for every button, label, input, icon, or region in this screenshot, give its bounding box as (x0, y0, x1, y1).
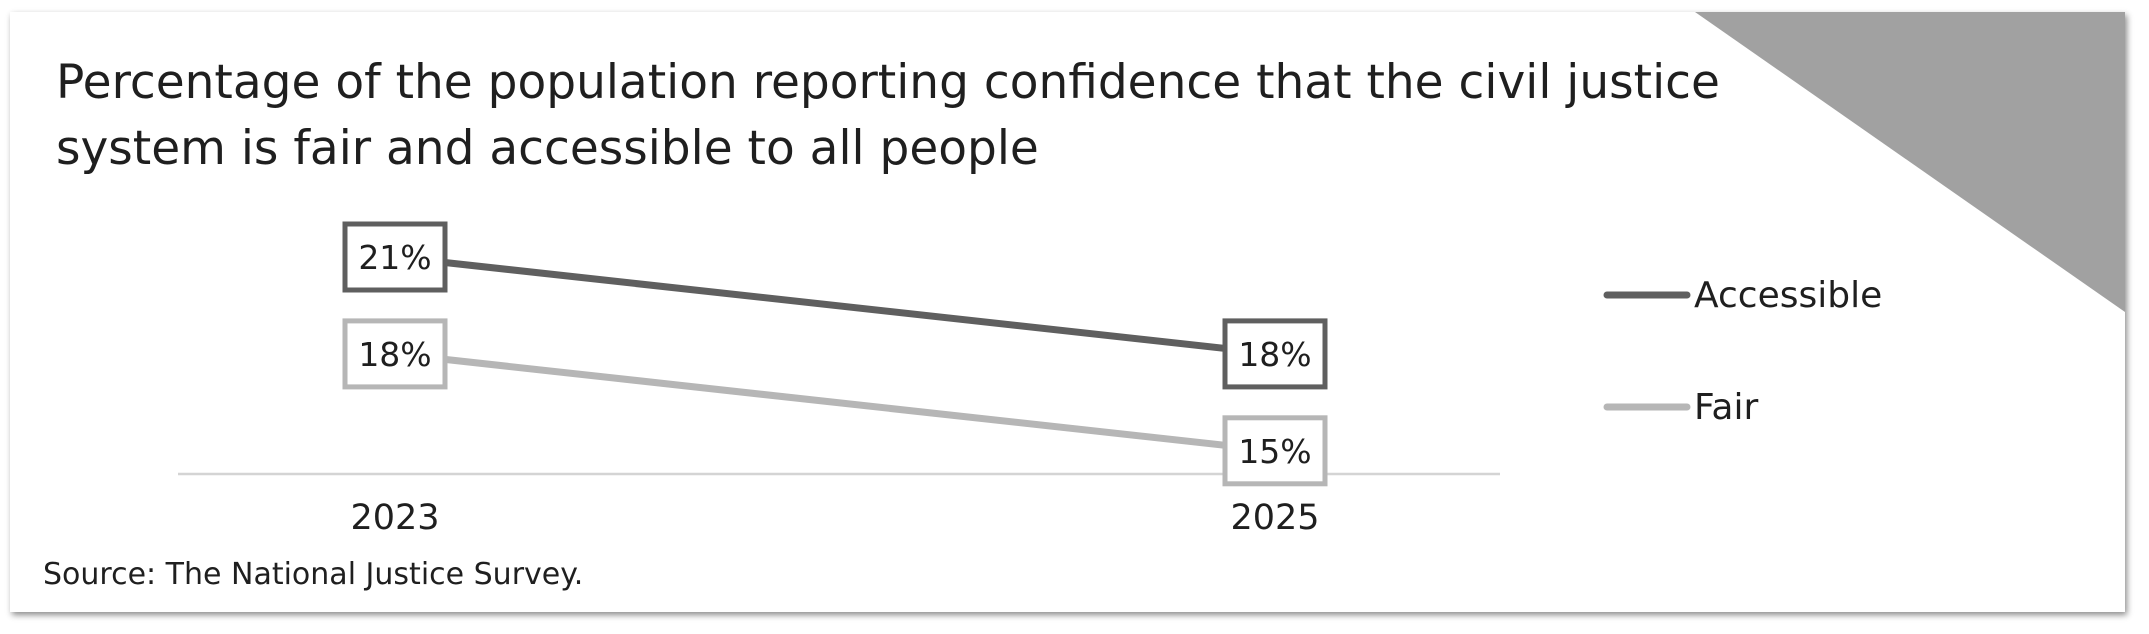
data-label-fair-2025: 15% (1222, 415, 1328, 487)
data-label-text: 15% (1238, 432, 1311, 471)
corner-decoration (1695, 12, 2125, 312)
chart-title: Percentage of the population reporting c… (56, 55, 1720, 176)
series-line-fair (391, 350, 1279, 455)
data-label-fair-2023: 18% (342, 318, 448, 390)
source-note: Source: The National Justice Survey. (43, 557, 584, 592)
line-chart: 2023 2025 21% 18% 18% 15% Accessible Fair (178, 221, 1882, 538)
chart-card: Percentage of the population reporting c… (10, 12, 2125, 612)
legend-label-fair: Fair (1694, 387, 1758, 428)
data-label-text: 21% (358, 238, 431, 277)
data-label-accessible-2023: 21% (342, 221, 448, 293)
data-label-text: 18% (358, 335, 431, 374)
data-label-accessible-2025: 18% (1222, 318, 1328, 390)
data-label-box (1222, 318, 1328, 390)
legend-item-fair: Fair (1603, 387, 1758, 428)
data-label-box (342, 318, 448, 390)
x-tick-label-2025: 2025 (1230, 498, 1319, 538)
data-label-box (342, 221, 448, 293)
series-line-accessible (391, 253, 1279, 358)
legend-item-accessible: Accessible (1603, 275, 1882, 316)
data-label-text: 18% (1238, 335, 1311, 374)
x-tick-label-2023: 2023 (350, 498, 439, 538)
data-label-box (1222, 415, 1328, 487)
legend-label-accessible: Accessible (1694, 275, 1882, 316)
